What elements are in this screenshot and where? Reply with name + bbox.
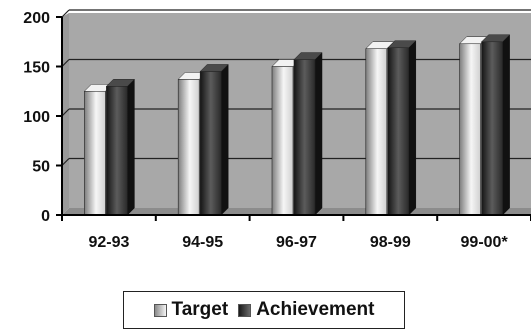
- bar-target: [177, 79, 200, 216]
- bar-side-achievement: [220, 63, 229, 216]
- gridline-side: [61, 158, 70, 166]
- bar-side-achievement: [314, 51, 323, 216]
- bar-side-achievement: [408, 40, 417, 216]
- bar-top-achievement: [387, 40, 417, 48]
- bar-achievement: [387, 47, 410, 216]
- legend-swatch-target: [153, 303, 167, 317]
- axes-group: 92-93 94-95 96-97 98-99 99-00* 0 50 100 150 200: [23, 10, 531, 251]
- legend-item-achievement: Achievement: [238, 299, 374, 321]
- bar-target: [271, 66, 294, 216]
- legend-label-target: Target: [171, 299, 229, 320]
- bar-top-achievement: [293, 52, 323, 60]
- gridline-side: [61, 9, 70, 18]
- y-tick-label: 100: [23, 109, 50, 126]
- x-tick-label: 96-97: [276, 234, 317, 251]
- bar-side-achievement: [127, 78, 135, 216]
- legend: Target Achievement: [123, 291, 405, 329]
- y-tick-label: 50: [32, 159, 50, 176]
- x-tick-label: 92-93: [88, 234, 129, 251]
- x-tick-label: 99-00*: [461, 234, 509, 251]
- gridline-side: [61, 59, 70, 67]
- bar-top-achievement: [480, 34, 511, 42]
- y-tick-label: 150: [23, 60, 50, 77]
- gridline-side: [61, 108, 70, 117]
- legend-item-target: Target: [153, 299, 229, 321]
- bar-target: [84, 90, 106, 216]
- x-tick-label: 98-99: [370, 234, 411, 251]
- bar-achievement: [481, 41, 503, 216]
- bar-target: [459, 43, 481, 216]
- bar-top-achievement: [105, 79, 136, 87]
- y-tick-label: 0: [41, 208, 50, 225]
- bar-achievement: [199, 71, 222, 216]
- bar-achievement: [293, 59, 316, 216]
- bar-side-achievement: [502, 34, 510, 216]
- x-tick-label: 94-95: [182, 234, 223, 251]
- y-tick-label: 200: [23, 10, 50, 27]
- bar-top-achievement: [199, 64, 229, 72]
- bar-achievement: [106, 86, 128, 216]
- bar-target: [365, 48, 388, 216]
- legend-swatch-achievement: [238, 303, 252, 317]
- legend-label-achievement: Achievement: [256, 299, 375, 320]
- plot-side-wall: [62, 13, 69, 215]
- bars-group: [83, 34, 511, 216]
